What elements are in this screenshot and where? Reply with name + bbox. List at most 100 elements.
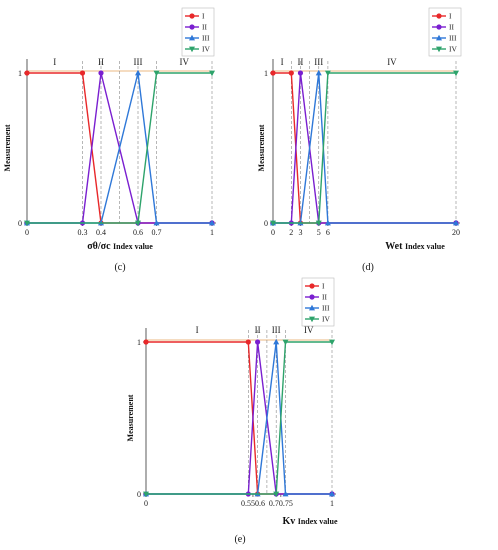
y-axis-title: Measurement — [3, 124, 12, 171]
data-point-iv — [135, 220, 141, 227]
data-point-ii — [297, 70, 304, 76]
x-tick-label: 0.70.75 — [269, 499, 293, 508]
data-point-iii — [209, 219, 215, 226]
region-label: IV — [180, 57, 190, 67]
y-tick-label: 1 — [264, 69, 268, 78]
x-tick-label: 6 — [326, 228, 330, 237]
region-label: IV — [304, 325, 314, 335]
data-point-ii — [255, 339, 261, 345]
data-point-iii — [315, 69, 322, 76]
data-point-iii — [153, 219, 160, 226]
panel-letter: (d) — [362, 262, 374, 273]
data-point-iii — [135, 69, 141, 76]
legend-marker — [189, 46, 195, 53]
legend-marker — [189, 13, 195, 19]
y-tick-label: 0 — [18, 219, 22, 228]
region-label: IV — [387, 57, 397, 67]
legend-marker — [189, 24, 195, 30]
data-point-i — [288, 70, 294, 76]
region-label: II — [255, 325, 261, 335]
x-tick-label: 2 — [289, 228, 293, 237]
series-line-i — [146, 341, 332, 495]
data-point-iii — [329, 490, 335, 497]
series-line-ii — [146, 341, 332, 495]
region-label: I — [281, 57, 284, 67]
data-point-iv — [270, 220, 276, 227]
region-label: II — [98, 57, 104, 67]
data-point-iv — [324, 70, 331, 77]
x-tick-label: 1 — [210, 228, 214, 237]
data-point-i — [24, 70, 30, 76]
legend-marker — [309, 283, 315, 289]
series-line-iii — [146, 341, 332, 495]
data-point-i — [143, 339, 149, 345]
legend-marker — [436, 46, 442, 53]
panel-letter: (c) — [114, 262, 125, 273]
legend-label: III — [322, 304, 330, 313]
x-tick-label: 5 — [317, 228, 321, 237]
legend-label: III — [202, 34, 210, 43]
region-label: II — [297, 57, 303, 67]
x-tick-label: 1 — [330, 499, 334, 508]
region-label: III — [134, 57, 143, 67]
legend-label: III — [449, 34, 457, 43]
data-point-iii — [282, 490, 289, 497]
x-axis-title-variable: σθ/σc — [87, 241, 113, 252]
data-point-iv — [143, 491, 149, 498]
data-point-i — [245, 339, 251, 345]
legend-label: IV — [322, 315, 330, 324]
x-tick-label: 0.4 — [96, 228, 106, 237]
data-point-iv — [329, 339, 335, 346]
legend-label: I — [202, 12, 205, 21]
y-tick-label: 1 — [18, 69, 22, 78]
data-point-iv — [273, 491, 280, 498]
series-line-iv — [146, 341, 332, 495]
data-point-i — [270, 70, 276, 76]
data-point-i — [79, 70, 86, 76]
y-tick-label: 1 — [137, 338, 141, 347]
x-axis-title: Wet Index value — [385, 241, 445, 252]
data-point-iv — [453, 70, 459, 77]
y-axis-title: Measurement — [257, 124, 266, 171]
legend-label: I — [449, 12, 452, 21]
data-point-iv — [153, 70, 160, 77]
x-tick-label: 0.3 — [78, 228, 88, 237]
legend-label: II — [449, 23, 454, 32]
data-point-iii — [273, 338, 280, 345]
x-tick-label: 0.7 — [152, 228, 162, 237]
legend-marker — [436, 34, 442, 41]
data-point-ii — [98, 70, 104, 76]
x-tick-label: 0 — [271, 228, 275, 237]
data-point-iv — [282, 339, 289, 346]
x-axis-title: σθ/σc Index value — [87, 241, 153, 252]
legend-marker — [436, 13, 442, 19]
x-axis-title-variable: Wet — [385, 241, 405, 252]
x-axis-title-variable: Kv — [282, 516, 297, 527]
x-axis-title-suffix: Index value — [405, 242, 445, 251]
data-point-iv — [315, 220, 322, 227]
legend-marker — [309, 294, 315, 300]
data-point-iii — [453, 219, 459, 226]
legend-label: IV — [202, 45, 210, 54]
legend-label: II — [202, 23, 207, 32]
region-label: I — [196, 325, 199, 335]
data-point-iii — [324, 219, 331, 226]
panel-letter: (e) — [234, 534, 245, 545]
x-tick-label: 3 — [298, 228, 302, 237]
region-label: I — [53, 57, 56, 67]
x-tick-label: 0.550.6 — [241, 499, 265, 508]
series-line-iv — [273, 72, 456, 224]
legend-marker — [189, 34, 195, 41]
x-tick-label: 0.6 — [133, 228, 143, 237]
data-point-iv — [209, 70, 215, 77]
x-tick-label: 0 — [25, 228, 29, 237]
y-axis-title: Measurement — [126, 394, 135, 441]
series-line-iii — [27, 72, 212, 224]
legend-marker — [309, 304, 315, 311]
